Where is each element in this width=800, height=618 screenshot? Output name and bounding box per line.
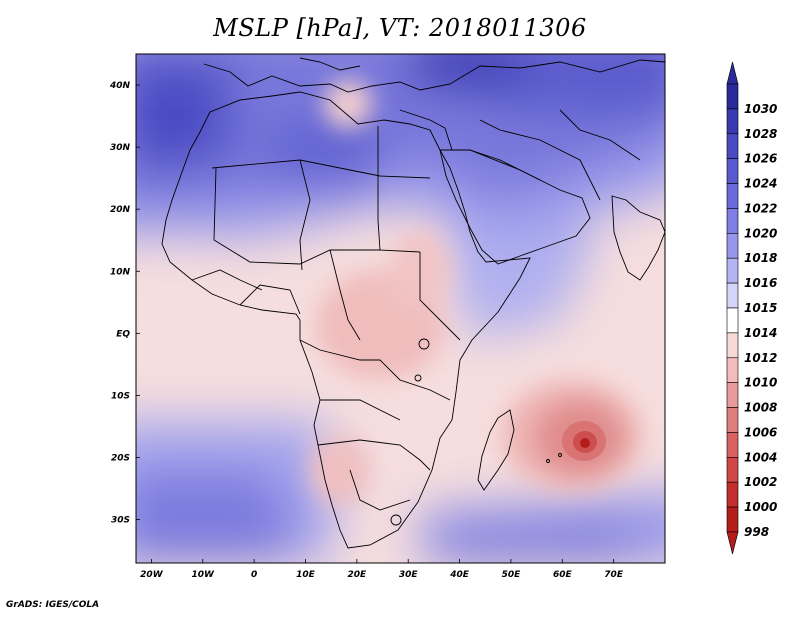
colorbar-segment bbox=[726, 382, 739, 408]
colorbar-label: 1018 bbox=[744, 251, 777, 265]
colorbar-segment bbox=[726, 158, 739, 184]
colorbar-label: 1012 bbox=[744, 351, 777, 365]
colorbar-segment bbox=[726, 407, 739, 433]
colorbar-segment bbox=[726, 357, 739, 383]
colorbar-bottom-arrow bbox=[726, 531, 739, 555]
colorbar-top-arrow bbox=[726, 61, 739, 85]
longitude-axis: 20W 10W 0 10E 20E 30E 40E 50E 60E 70E bbox=[140, 559, 624, 580]
colorbar-label: 1026 bbox=[744, 152, 777, 166]
lat-tick-label: EQ bbox=[116, 329, 130, 339]
colorbar-segment bbox=[726, 208, 739, 234]
lon-tick-label: 10E bbox=[296, 570, 316, 580]
lat-tick-label: 30S bbox=[111, 516, 130, 526]
plot-frame bbox=[135, 53, 666, 564]
lon-tick-label: 30E bbox=[399, 570, 419, 580]
lat-tick-label: 30N bbox=[110, 143, 131, 153]
colorbar-label: 1008 bbox=[744, 401, 777, 415]
colorbar-segment bbox=[726, 183, 739, 209]
colorbar: 1030 1028 1026 1024 1022 1020 1018 1016 1015 1014… bbox=[726, 61, 777, 555]
colorbar-segment bbox=[726, 432, 739, 458]
colorbar-segment bbox=[726, 83, 739, 110]
colorbar-label: 998 bbox=[744, 525, 769, 539]
map-title: MSLP [hPa], VT: 2018011306 bbox=[213, 14, 587, 42]
lon-tick-label: 20W bbox=[140, 570, 164, 580]
coastlines bbox=[161, 57, 665, 549]
pressure-field bbox=[136, 54, 665, 563]
colorbar-segment bbox=[726, 307, 739, 334]
colorbar-label: 1028 bbox=[744, 127, 777, 141]
colorbar-label: 1004 bbox=[744, 450, 777, 464]
latitude-axis: 40N 30N 20N 10N EQ 10S 20S 30S bbox=[109, 81, 140, 526]
colorbar-label: 1016 bbox=[744, 276, 777, 290]
lon-tick-label: 70E bbox=[604, 570, 624, 580]
colorbar-label: 1024 bbox=[744, 177, 777, 191]
colorbar-label: 1010 bbox=[744, 376, 777, 390]
colorbar-segment bbox=[726, 481, 739, 508]
colorbar-segment bbox=[726, 233, 739, 259]
lat-tick-label: 40N bbox=[109, 81, 131, 91]
lat-tick-label: 20N bbox=[110, 205, 131, 215]
colorbar-segment bbox=[726, 457, 739, 483]
colorbar-segment bbox=[726, 282, 739, 309]
colorbar-segment bbox=[726, 506, 739, 533]
lat-tick-label: 20S bbox=[111, 453, 130, 463]
colorbar-segment bbox=[726, 108, 739, 135]
colorbar-label: 1020 bbox=[744, 226, 777, 240]
colorbar-label: 1002 bbox=[744, 475, 777, 489]
colorbar-label: 1022 bbox=[744, 201, 777, 215]
colorbar-label: 1014 bbox=[744, 326, 777, 340]
lon-tick-label: 10W bbox=[192, 570, 216, 580]
colorbar-segment bbox=[726, 332, 739, 359]
colorbar-label: 1015 bbox=[744, 301, 777, 315]
grads-credit: GrADS: IGES/COLA bbox=[6, 600, 100, 610]
lon-tick-label: 60E bbox=[553, 570, 573, 580]
lat-tick-label: 10S bbox=[111, 391, 130, 401]
colorbar-segment bbox=[726, 257, 739, 284]
lat-tick-label: 10N bbox=[110, 267, 131, 277]
colorbar-label: 1006 bbox=[744, 425, 777, 439]
colorbar-label: 1030 bbox=[744, 102, 777, 116]
lon-tick-label: 20E bbox=[348, 570, 368, 580]
colorbar-label: 1000 bbox=[744, 500, 777, 514]
lon-tick-label: 0 bbox=[251, 570, 257, 580]
lon-tick-label: 40E bbox=[449, 570, 470, 580]
colorbar-segment bbox=[726, 133, 739, 159]
lon-tick-label: 50E bbox=[502, 570, 522, 580]
